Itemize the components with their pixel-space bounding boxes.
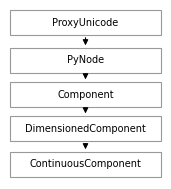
Text: ProxyUnicode: ProxyUnicode: [52, 18, 119, 28]
Text: ContinuousComponent: ContinuousComponent: [30, 160, 141, 169]
Text: Component: Component: [57, 90, 114, 99]
Text: DimensionedComponent: DimensionedComponent: [25, 124, 146, 133]
FancyBboxPatch shape: [10, 82, 161, 107]
FancyBboxPatch shape: [10, 116, 161, 141]
FancyBboxPatch shape: [10, 48, 161, 73]
FancyBboxPatch shape: [10, 152, 161, 177]
FancyBboxPatch shape: [10, 10, 161, 35]
Text: PyNode: PyNode: [67, 56, 104, 65]
